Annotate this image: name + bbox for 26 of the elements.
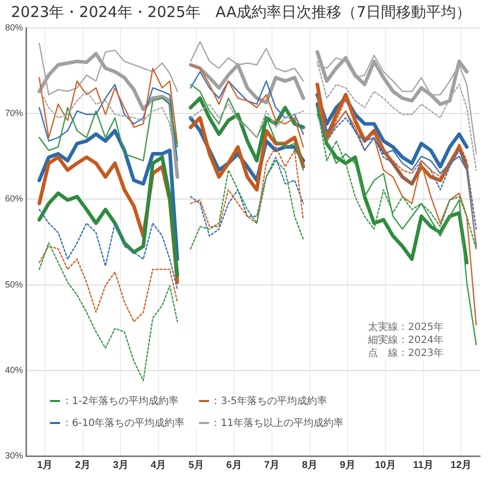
x-tick-label: 7月 (264, 460, 280, 471)
legend-label: ：1-2年落ちの平均成約率 (62, 394, 178, 408)
chart-title: 2023年・2024年・2025年 AA成約率日次推移（7日間移動平均） (10, 2, 472, 21)
y-tick-label: 70% (5, 108, 24, 118)
x-tick-label: 8月 (302, 460, 318, 471)
y-tick-label: 40% (5, 364, 24, 375)
x-tick-label: 3月 (112, 460, 128, 471)
x-tick-label: 6月 (226, 460, 242, 471)
x-tick-label: 9月 (340, 460, 356, 471)
x-tick-label: 2月 (74, 460, 91, 471)
annotation: 太実線：2025年 (368, 321, 444, 334)
legend-label: ：6-10年落ちの平均成約率 (62, 416, 185, 430)
legend-label: ：11年落ち以上の平均成約率 (210, 416, 344, 430)
annotation: 細実線：2024年 (368, 334, 444, 347)
x-tick-label: 12月 (450, 460, 472, 471)
y-tick-label: 80% (5, 22, 24, 32)
x-tick-label: 10月 (374, 460, 396, 471)
y-tick-label: 50% (5, 279, 24, 290)
x-tick-label: 11月 (412, 460, 434, 471)
x-tick-label: 4月 (150, 460, 166, 471)
annotation: 点 線：2023年 (368, 347, 444, 360)
x-tick-label: 5月 (188, 460, 204, 471)
legend-label: ：3-5年落ちの平均成約率 (210, 394, 328, 408)
x-tick-label: 1月 (37, 460, 53, 471)
y-tick-label: 30% (5, 450, 24, 460)
y-tick-label: 60% (5, 194, 24, 204)
